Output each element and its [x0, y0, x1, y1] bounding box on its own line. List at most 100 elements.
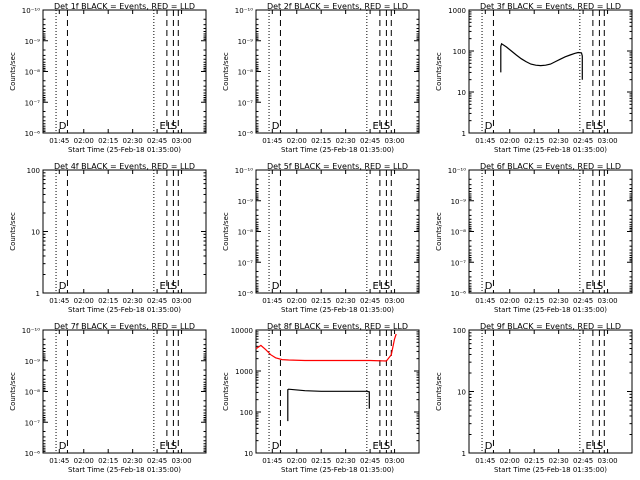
y-tick-label: 100 — [240, 409, 253, 417]
marker-label: E — [373, 281, 379, 292]
x-tick-label: 02:15 — [524, 297, 544, 305]
y-tick-label: 1000 — [448, 7, 466, 15]
marker-label: E — [373, 441, 379, 452]
x-tick-label: 01:45 — [49, 297, 69, 305]
x-tick-label: 02:15 — [98, 137, 118, 145]
x-tick-label: 02:30 — [336, 457, 356, 465]
x-tick-label: 02:45 — [360, 297, 380, 305]
x-tick-label: 02:30 — [336, 137, 356, 145]
x-tick-label: 02:15 — [98, 297, 118, 305]
axes-frame — [468, 9, 633, 134]
marker-label: D — [272, 121, 280, 132]
y-tick-label: 10⁻⁸ — [25, 389, 41, 397]
x-tick-label: 02:00 — [74, 297, 94, 305]
marker-label: S — [384, 441, 390, 452]
x-tick-label: 01:45 — [262, 297, 282, 305]
x-tick-label: 02:30 — [123, 457, 143, 465]
y-axis-label: Counts/sec — [222, 372, 230, 411]
marker-label: L — [380, 281, 386, 292]
marker-label: E — [586, 281, 592, 292]
y-tick-label: 10⁻⁸ — [25, 69, 41, 77]
marker-label: L — [167, 121, 173, 132]
series-line-1 — [500, 42, 583, 80]
x-axis-label: Start Time (25-Feb-18 01:35:00) — [494, 146, 607, 154]
panel-title: Det 1f BLACK = Events, RED = LLD — [54, 2, 195, 11]
panel-title: Det 6f BLACK = Events, RED = LLD — [480, 162, 621, 171]
y-tick-label: 10⁻¹⁰ — [448, 167, 466, 175]
y-tick-label: 1000 — [235, 368, 253, 376]
marker-label: L — [593, 121, 599, 132]
x-tick-label: 01:45 — [475, 457, 495, 465]
y-tick-label: 10⁻¹⁰ — [235, 7, 253, 15]
marker-label: E — [160, 121, 166, 132]
marker-label: E — [160, 281, 166, 292]
marker-label: L — [167, 281, 173, 292]
y-tick-label: 10⁻¹⁰ — [22, 7, 40, 15]
x-tick-label: 02:45 — [573, 457, 593, 465]
x-tick-label: 01:45 — [475, 297, 495, 305]
y-tick-label: 100 — [453, 327, 466, 335]
marker-label: S — [597, 121, 603, 132]
y-axis-label: Counts/sec — [435, 372, 443, 411]
x-tick-label: 03:00 — [597, 137, 617, 145]
panel-5: Det 5f BLACK = Events, RED = LLD 01:45 02:… — [222, 162, 420, 314]
y-tick-label: 100 — [27, 167, 40, 175]
x-tick-label: 03:00 — [171, 137, 191, 145]
x-tick-label: 02:00 — [500, 457, 520, 465]
x-tick-label: 02:30 — [123, 297, 143, 305]
y-tick-label: 10⁻⁷ — [238, 99, 254, 107]
y-tick-label: 10⁻⁷ — [238, 259, 254, 267]
x-tick-label: 02:30 — [123, 137, 143, 145]
marker-label: D — [59, 121, 67, 132]
marker-label: S — [597, 281, 603, 292]
marker-label: D — [485, 441, 493, 452]
x-tick-label: 01:45 — [49, 137, 69, 145]
x-tick-label: 03:00 — [384, 297, 404, 305]
x-tick-label: 02:15 — [311, 137, 331, 145]
y-tick-label: 10000 — [231, 327, 253, 335]
y-tick-label: 10⁻⁹ — [238, 38, 254, 46]
x-tick-label: 02:45 — [147, 297, 167, 305]
y-tick-label: 10⁻⁹ — [238, 198, 254, 206]
x-axis-label: Start Time (25-Feb-18 01:35:00) — [68, 466, 181, 474]
panel-title: Det 5f BLACK = Events, RED = LLD — [267, 162, 408, 171]
x-tick-label: 03:00 — [171, 297, 191, 305]
y-tick-label: 10⁻⁸ — [238, 69, 254, 77]
x-tick-label: 03:00 — [384, 137, 404, 145]
y-tick-label: 10⁻⁸ — [451, 229, 467, 237]
panel-title: Det 8f BLACK = Events, RED = LLD — [267, 322, 408, 331]
x-tick-label: 01:45 — [475, 137, 495, 145]
x-tick-label: 02:00 — [74, 137, 94, 145]
x-tick-label: 02:00 — [287, 297, 307, 305]
y-axis-label: Counts/sec — [9, 52, 17, 91]
x-tick-label: 02:15 — [311, 457, 331, 465]
y-tick-label: 10 — [457, 89, 466, 97]
x-tick-label: 02:15 — [98, 457, 118, 465]
marker-label: L — [593, 281, 599, 292]
x-tick-label: 02:45 — [573, 137, 593, 145]
panel-2: Det 2f BLACK = Events, RED = LLD 01:45 02:… — [222, 2, 420, 154]
marker-label: S — [171, 121, 177, 132]
y-tick-label: 10⁻⁶ — [25, 130, 41, 138]
y-tick-label: 10⁻⁹ — [451, 198, 467, 206]
x-tick-label: 03:00 — [597, 457, 617, 465]
panel-1: Det 1f BLACK = Events, RED = LLD 01:45 02:… — [9, 2, 207, 154]
y-axis-label: Counts/sec — [435, 52, 443, 91]
x-tick-label: 02:00 — [74, 457, 94, 465]
panel-title: Det 7f BLACK = Events, RED = LLD — [54, 322, 195, 331]
y-tick-label: 10⁻⁹ — [25, 358, 41, 366]
x-tick-label: 02:00 — [500, 137, 520, 145]
y-tick-label: 10⁻¹⁰ — [235, 167, 253, 175]
x-tick-label: 02:30 — [549, 137, 569, 145]
marker-label: S — [384, 281, 390, 292]
y-tick-label: 10⁻¹⁰ — [22, 327, 40, 335]
y-axis-label: Counts/sec — [9, 372, 17, 411]
y-tick-label: 10⁻⁷ — [25, 419, 41, 427]
panel-title: Det 4f BLACK = Events, RED = LLD — [54, 162, 195, 171]
y-tick-label: 10 — [31, 229, 40, 237]
x-axis-label: Start Time (25-Feb-18 01:35:00) — [494, 466, 607, 474]
x-tick-label: 01:45 — [49, 457, 69, 465]
x-axis-label: Start Time (25-Feb-18 01:35:00) — [281, 146, 394, 154]
y-axis-label: Counts/sec — [435, 212, 443, 251]
